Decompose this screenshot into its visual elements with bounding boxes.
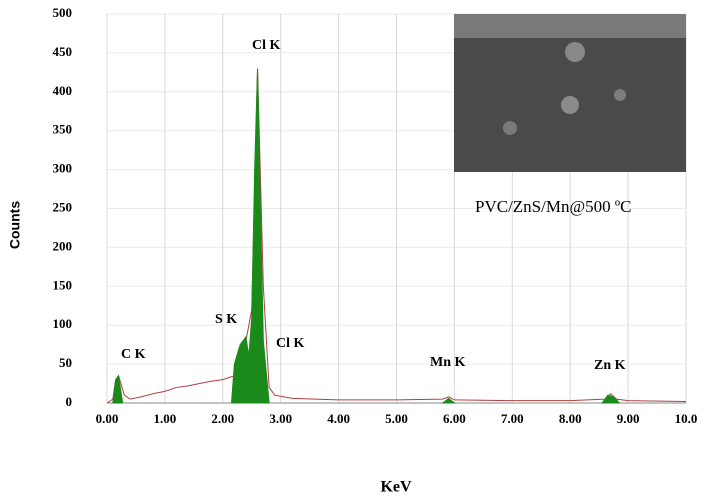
annotation: C K bbox=[121, 347, 146, 362]
annotation: S K bbox=[215, 312, 237, 327]
sem-inset-image bbox=[454, 14, 686, 172]
y-tick-label: 500 bbox=[53, 5, 73, 20]
x-tick-label: 5.00 bbox=[385, 411, 408, 426]
sem-particle bbox=[614, 89, 626, 101]
peak-area bbox=[230, 68, 270, 404]
y-tick-label: 450 bbox=[53, 44, 73, 59]
y-tick-label: 50 bbox=[59, 355, 72, 370]
x-tick-label: 0.00 bbox=[96, 411, 119, 426]
y-tick-label: 150 bbox=[53, 277, 73, 292]
y-axis-label: Counts bbox=[7, 201, 23, 249]
y-tick-label: 300 bbox=[53, 161, 73, 176]
peak-area bbox=[112, 374, 124, 404]
x-tick-label: 7.00 bbox=[501, 411, 524, 426]
x-tick-label: 3.00 bbox=[269, 411, 292, 426]
y-tick-label: 350 bbox=[53, 122, 73, 137]
x-tick-label: 1.00 bbox=[154, 411, 177, 426]
x-tick-label: 4.00 bbox=[327, 411, 350, 426]
y-tick-label: 200 bbox=[53, 238, 73, 253]
annotation: Mn K bbox=[430, 355, 466, 370]
sem-particle bbox=[565, 42, 585, 62]
peak-area bbox=[601, 394, 621, 404]
x-tick-label: 9.00 bbox=[617, 411, 640, 426]
x-tick-label: 10.0 bbox=[675, 411, 698, 426]
sem-particle bbox=[503, 121, 517, 135]
sem-inset-band bbox=[454, 14, 686, 38]
x-axis-label: KeV bbox=[380, 479, 412, 496]
annotation: Cl K bbox=[252, 38, 281, 53]
y-tick-label: 100 bbox=[53, 316, 73, 331]
annotation: Cl K bbox=[276, 336, 305, 351]
y-tick-label: 250 bbox=[53, 199, 73, 214]
x-tick-label: 6.00 bbox=[443, 411, 466, 426]
y-tick-label: 400 bbox=[53, 83, 73, 98]
y-tick-label: 0 bbox=[66, 394, 73, 409]
inset-caption: PVC/ZnS/Mn@500 ºC bbox=[475, 197, 632, 216]
peak-area bbox=[441, 397, 456, 404]
x-tick-label: 8.00 bbox=[559, 411, 582, 426]
annotation: Zn K bbox=[594, 358, 626, 373]
sem-particle bbox=[561, 96, 579, 114]
x-tick-label: 2.00 bbox=[211, 411, 234, 426]
